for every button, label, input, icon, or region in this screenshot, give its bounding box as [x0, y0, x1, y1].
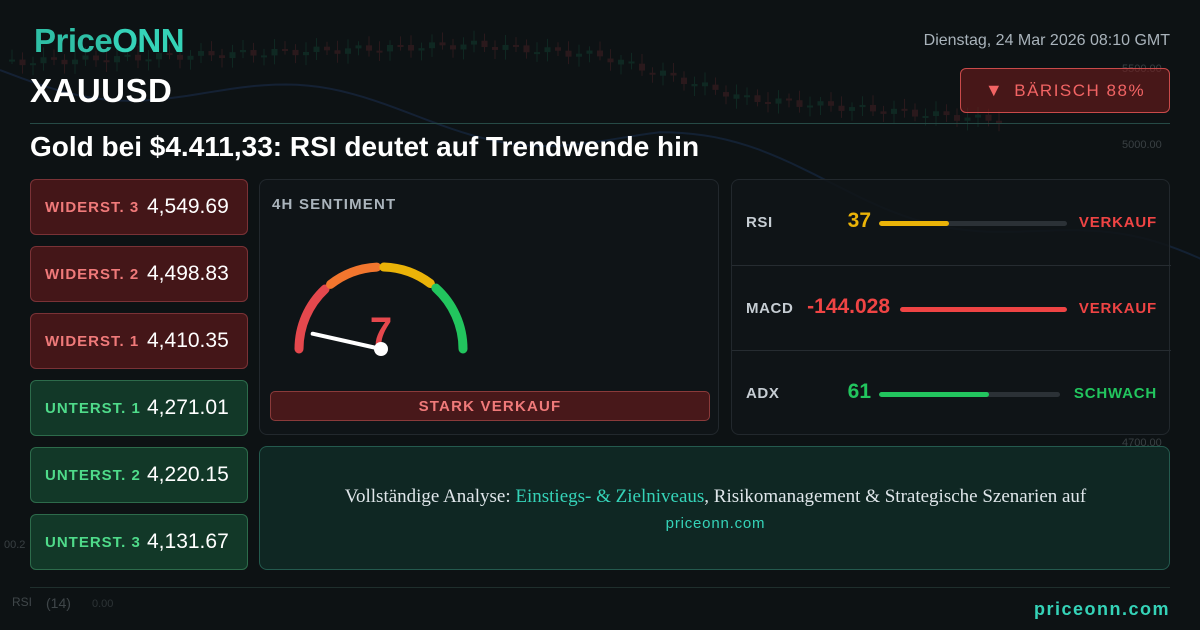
logo-text-price: Price [34, 22, 113, 59]
gauge-title: 4H SENTIMENT [272, 196, 397, 213]
indicator-signal: SCHWACH [1073, 385, 1157, 402]
triangle-down-icon: ▼ [984, 80, 1005, 100]
cta-text: Vollständige Analyse: Einstiegs- & Zieln… [260, 486, 1171, 508]
level-label: UNTERST. 2 [45, 466, 141, 484]
indicator-bar-fill [900, 307, 1067, 312]
indicator-signal: VERKAUF [1078, 300, 1157, 317]
indicators-panel: RSI 37 VERKAUF MACD -144.028 VERKAUF ADX… [731, 179, 1171, 435]
level-support-1: UNTERST. 1 4,271.01 [30, 380, 248, 436]
full-analysis-cta[interactable]: Vollständige Analyse: Einstiegs- & Zieln… [259, 446, 1170, 570]
indicator-value: 37 [847, 209, 871, 232]
level-label: WIDERST. 1 [45, 332, 140, 350]
level-value: 4,410.35 [147, 329, 229, 352]
level-value: 4,220.15 [147, 463, 229, 486]
gauge-pivot [374, 342, 388, 356]
priceonn-logo: PriceONN [34, 22, 185, 60]
sentiment-badge: ▼ BÄRISCH 88% [960, 68, 1170, 113]
bg-indicator-params: (14) [46, 595, 71, 611]
indicator-macd: MACD -144.028 VERKAUF [732, 265, 1171, 350]
bg-indicator-value: 0.00 [92, 598, 113, 610]
level-value: 4,549.69 [147, 195, 229, 218]
cta-text-before: Vollständige Analyse: [344, 486, 516, 507]
level-resistance-2: WIDERST. 2 4,498.83 [30, 246, 248, 302]
gauge-signal-label: STARK VERKAUF [270, 391, 710, 421]
level-label: UNTERST. 1 [45, 399, 141, 417]
level-label: UNTERST. 3 [45, 533, 141, 551]
indicator-bar-fill [879, 221, 949, 226]
sentiment-gauge: 7 [294, 262, 468, 356]
cta-highlight: Einstiegs- & Zielniveaus [515, 486, 705, 507]
level-resistance-3: WIDERST. 3 4,549.69 [30, 179, 248, 235]
gauge-value: 7 [370, 310, 392, 354]
indicator-value: -144.028 [807, 295, 890, 318]
sentiment-badge-label: BÄRISCH 88% [1014, 80, 1146, 100]
indicator-name: RSI [746, 214, 773, 231]
cta-link[interactable]: priceonn.com [665, 515, 766, 532]
footer-divider [30, 587, 1170, 588]
indicator-rsi: RSI 37 VERKAUF [732, 180, 1171, 265]
logo-text-onn: ONN [112, 22, 185, 59]
symbol-title: XAUUSD [30, 72, 173, 109]
sentiment-gauge-panel: 4H SENTIMENT 7 STARK VERKAUF [259, 179, 719, 435]
indicator-bar-track [879, 392, 1060, 397]
indicator-bar-fill [879, 392, 990, 397]
bg-indicator-label: RSI [12, 595, 32, 609]
header-divider [30, 123, 1170, 124]
indicator-name: MACD [746, 300, 794, 317]
gauge-arc-green [431, 283, 468, 354]
level-support-3: UNTERST. 3 4,131.67 [30, 514, 248, 570]
level-value: 4,498.83 [147, 262, 229, 285]
gauge-arc-yellow [379, 262, 435, 289]
indicator-bar-track [900, 307, 1067, 312]
indicator-name: ADX [746, 385, 780, 402]
gauge-arc-orange [326, 262, 382, 289]
indicator-value: 61 [847, 380, 871, 403]
bg-axis-label: 00.2 [4, 539, 25, 551]
level-value: 4,131.67 [147, 530, 229, 553]
indicator-bar-track [879, 221, 1067, 226]
headline: Gold bei $4.411,33: RSI deutet auf Trend… [30, 131, 700, 162]
indicator-adx: ADX 61 SCHWACH [732, 350, 1171, 435]
footer-url[interactable]: priceonn.com [1033, 599, 1170, 619]
gauge-needle [310, 331, 383, 351]
level-resistance-1: WIDERST. 1 4,410.35 [30, 313, 248, 369]
level-value: 4,271.01 [147, 396, 229, 419]
gauge-arc-red [294, 284, 330, 354]
cta-text-after: , Risikomanagement & Strategische Szenar… [704, 486, 1087, 507]
header-datetime: Dienstag, 24 Mar 2026 08:10 GMT [923, 32, 1170, 49]
bg-price-label-2: 5000.00 [1122, 139, 1162, 151]
level-label: WIDERST. 2 [45, 265, 140, 283]
level-label: WIDERST. 3 [45, 198, 140, 216]
indicator-signal: VERKAUF [1078, 214, 1157, 231]
level-support-2: UNTERST. 2 4,220.15 [30, 447, 248, 503]
